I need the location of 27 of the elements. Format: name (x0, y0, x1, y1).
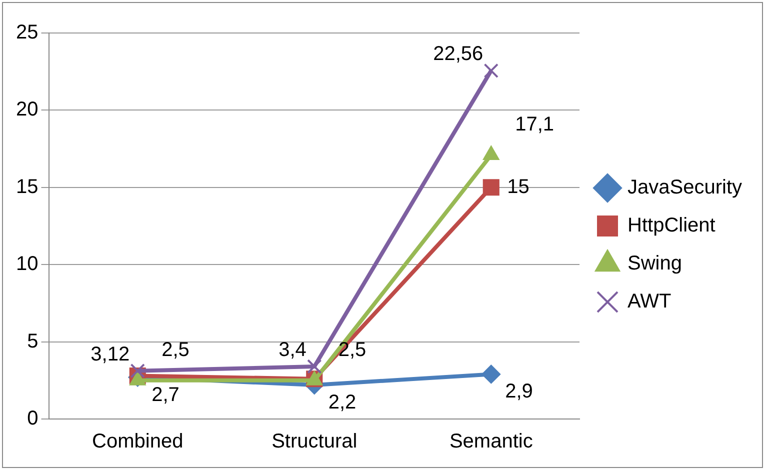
y-tick-label: 5 (27, 330, 38, 352)
legend-label: AWT (628, 290, 672, 313)
data-label: 3,12 (90, 343, 130, 366)
data-label: 2,5 (162, 338, 190, 361)
point (130, 363, 145, 378)
data-label: 15 (507, 176, 530, 198)
data-label: 2,7 (152, 384, 180, 406)
data-label: 17,1 (515, 113, 554, 136)
point (307, 359, 322, 374)
data-label: 22,56 (433, 43, 484, 66)
y-tick-label: 15 (16, 176, 38, 198)
x-tick-label: Structural (272, 430, 358, 453)
data-label: 2,2 (328, 392, 356, 414)
data-label: 2,9 (505, 380, 533, 403)
point (482, 364, 501, 384)
legend-label: Swing (628, 252, 682, 275)
x-tick-label: Semantic (449, 430, 533, 453)
y-tick-label: 25 (16, 22, 38, 44)
legend-label: HttpClient (628, 214, 716, 237)
y-tick-label: 20 (16, 98, 38, 121)
point (482, 179, 500, 196)
y-tick-label: 0 (27, 408, 38, 430)
data-label: 3,4 (278, 339, 306, 362)
legend-label: JavaSecurity (628, 176, 742, 199)
y-tick-label: 10 (16, 253, 38, 276)
point (484, 63, 498, 78)
x-tick-label: Combined (92, 430, 184, 453)
